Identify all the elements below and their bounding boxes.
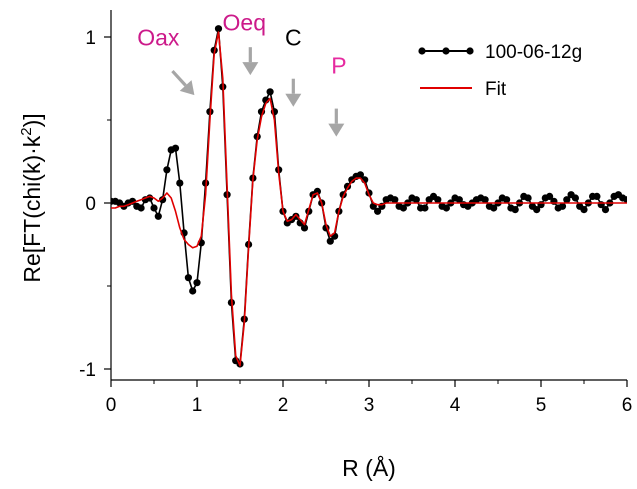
data-point-measured [374,207,382,215]
data-point-measured [537,201,545,209]
y-axis-ticks: -1 0 1 [79,28,111,381]
annotation-label: Oeq [223,9,266,35]
legend: 100-06-12g Fit [418,42,582,100]
data-point-measured [159,196,167,204]
series-layer [111,25,627,368]
annotation-layer: Oax Oeq C P [137,9,347,137]
data-point-measured [176,179,184,187]
data-point-measured [214,25,223,33]
data-point-measured [434,196,442,204]
x-axis-ticks: 0 1 2 3 4 5 6 [106,380,633,416]
data-point-measured [412,196,420,204]
legend-marker-right [466,47,474,55]
data-point-measured [150,204,158,212]
x-tick-label: 1 [192,395,203,416]
data-point-measured [550,197,558,205]
data-point-measured [580,206,588,214]
x-tick-label: 6 [622,395,633,416]
y-axis-title-main: Re[FT(chi(k)·k [19,135,45,282]
y-tick-label: 0 [85,194,96,215]
y-axis-title-sup: 2 [18,127,35,135]
y-axis-title-end: )] [19,113,45,127]
annotation-arrow-shaft [171,70,187,87]
data-point-measured [171,144,180,152]
legend-marker-mid [442,47,450,55]
x-axis-title: R (Å) [342,454,396,481]
data-point-measured [623,196,627,204]
data-point-measured [571,194,580,202]
data-point-measured [558,202,567,210]
legend-label-data: 100-06-12g [485,42,582,63]
data-point-measured [266,88,274,96]
y-tick-label: 1 [85,28,96,49]
data-point-measured [421,204,429,212]
data-point-measured [399,204,407,212]
data-point-measured [391,196,399,204]
series-line-fit [111,31,627,367]
data-point-measured [503,196,511,204]
data-point-measured [146,194,154,202]
data-point-measured [481,196,489,204]
data-point-measured [563,196,571,204]
data-point-measured [189,287,197,295]
data-point-measured [593,192,601,200]
data-point-measured [442,204,450,212]
annotation-arrow-head [328,123,345,137]
data-point-measured [524,194,532,202]
data-point-measured [292,212,300,220]
data-point-measured [154,212,162,220]
y-axis-title: Re[FT(chi(k)·k2)] [18,113,45,282]
x-tick-label: 2 [278,395,289,416]
data-point-measured [163,166,171,174]
data-point-measured [533,206,541,214]
data-point-measured [455,196,463,204]
annotation-arrow-head [285,93,302,107]
y-tick-label: -1 [79,360,96,381]
data-point-measured [511,206,519,214]
legend-marker-left [418,47,426,55]
data-point-measured [546,192,554,200]
annotation-label: P [331,53,346,79]
data-point-measured [184,274,192,282]
data-point-measured [193,279,201,287]
annotation-label: C [285,24,302,50]
data-point-measured [490,204,498,212]
annotation-arrow-head [242,62,259,76]
data-point-measured [356,171,364,179]
x-tick-label: 0 [106,395,117,416]
data-point-measured [601,206,610,214]
data-point-measured [300,224,309,232]
data-point-measured [137,204,145,212]
x-tick-label: 4 [450,395,461,416]
x-tick-label: 3 [364,395,375,416]
data-point-measured [326,237,334,245]
x-tick-label: 5 [536,395,547,416]
annotation-label: Oax [137,24,180,50]
legend-label-fit: Fit [485,79,507,100]
annotation-arrow-head [179,80,195,96]
